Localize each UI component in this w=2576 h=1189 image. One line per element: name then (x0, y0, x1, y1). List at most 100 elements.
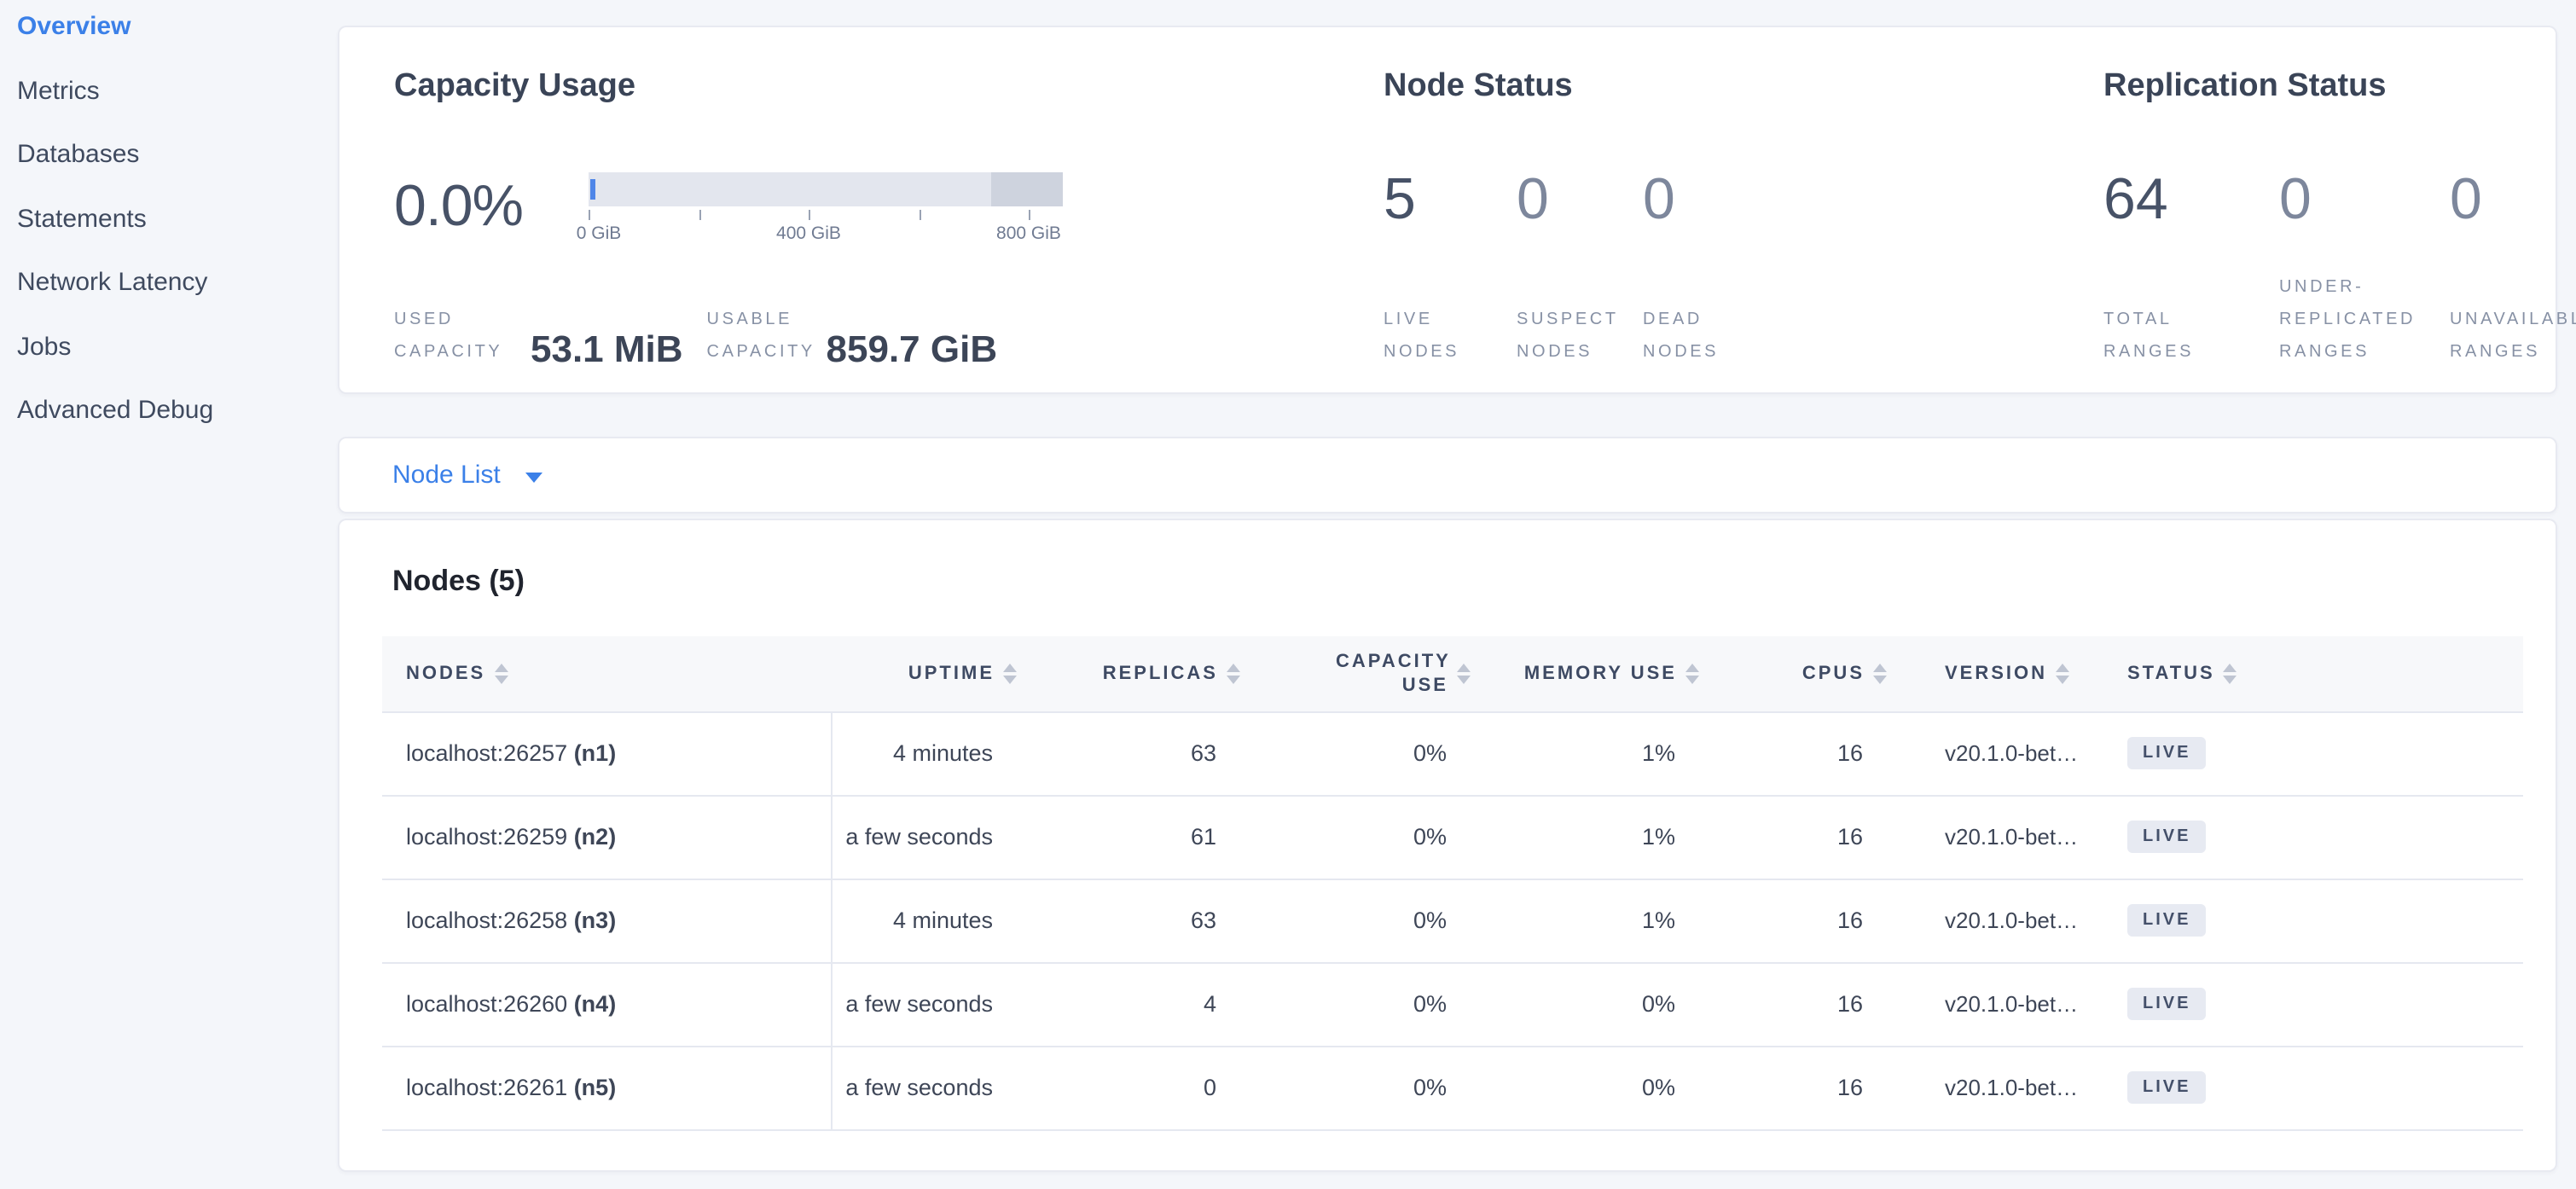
sidebar-item-metrics[interactable]: Metrics (17, 76, 100, 105)
capacity-usage-section: Capacity Usage 0.0% 0 GiB 400 GiB 800 Gi… (394, 27, 1349, 396)
sidebar-item-overview[interactable]: Overview (17, 12, 131, 41)
capacity-use-cell: 0% (1247, 794, 1477, 879)
chevron-down-icon (525, 472, 543, 482)
node-list-dropdown-label: Node List (392, 461, 501, 490)
status-badge: LIVE (2127, 1071, 2207, 1104)
table-row-n1[interactable]: localhost:26257 (n1) 4 minutes 63 0% 1% … (382, 710, 2523, 795)
memory-use-cell: 1% (1477, 794, 1706, 879)
column-header-version[interactable]: VERSION (1894, 636, 2119, 711)
uptime-cell: a few seconds (831, 961, 1024, 1046)
column-label: REPLICAS (1102, 663, 1218, 684)
node-list-dropdown[interactable]: Node List (392, 461, 543, 490)
under-replicated-ranges-stat: 0 UNDER-REPLICATED RANGES (2279, 171, 2450, 368)
used-capacity-value: 53.1 MiB (531, 328, 683, 370)
memory-use-cell: 1% (1477, 878, 1706, 962)
cpus-cell: 16 (1706, 794, 1894, 879)
under-replicated-ranges-label: UNDER-REPLICATED RANGES (2279, 278, 2416, 362)
under-replicated-ranges-value: 0 (2279, 167, 2312, 232)
capacity-use-cell: 0% (1247, 1045, 1477, 1130)
replication-status-title: Replication Status (2103, 68, 2387, 104)
uptime-cell: 4 minutes (831, 878, 1024, 962)
replicas-cell: 0 (1024, 1045, 1247, 1130)
replicas-cell: 61 (1024, 794, 1247, 879)
column-header-capacity-use[interactable]: CAPACITY USE (1247, 636, 1477, 711)
table-row-n3[interactable]: localhost:26258 (n3) 4 minutes 63 0% 1% … (382, 878, 2523, 962)
capacity-usage-title: Capacity Usage (394, 68, 636, 104)
node-address: localhost:26258 (406, 908, 568, 933)
column-header-uptime[interactable]: UPTIME (831, 636, 1024, 711)
version-cell: v20.1.0-bet… (1894, 961, 2119, 1046)
usable-capacity-label: USABLE CAPACITY (706, 310, 815, 362)
cluster-summary-card: Capacity Usage 0.0% 0 GiB 400 GiB 800 Gi… (338, 26, 2576, 396)
status-badge: LIVE (2127, 988, 2207, 1020)
replicas-cell: 63 (1024, 710, 1247, 795)
suspect-nodes-stat: 0 SUSPECT NODES (1517, 171, 1643, 368)
capacity-bar-used-marker (590, 179, 595, 200)
column-label: NODES (406, 663, 486, 684)
axis-label-800gib: 800 GiB (996, 223, 1061, 244)
column-label: MEMORY USE (1523, 663, 1677, 684)
total-ranges-stat: 64 TOTAL RANGES (2103, 171, 2279, 368)
nodes-table: NODES UPTIME REPLICAS CAPACITY USE (382, 636, 2523, 1130)
suspect-nodes-label: SUSPECT NODES (1517, 310, 1619, 362)
node-id: (n4) (573, 991, 617, 1017)
total-ranges-value: 64 (2103, 167, 2168, 232)
table-row-n2[interactable]: localhost:26259 (n2) a few seconds 61 0%… (382, 794, 2523, 879)
uptime-cell: a few seconds (831, 794, 1024, 879)
total-ranges-label: TOTAL RANGES (2103, 310, 2195, 362)
sidebar-item-statements[interactable]: Statements (17, 204, 147, 233)
node-address: localhost:26257 (406, 740, 568, 766)
column-header-memory-use[interactable]: MEMORY USE (1477, 636, 1706, 711)
memory-use-cell: 0% (1477, 961, 1706, 1046)
capacity-bar-chart: 0 GiB 400 GiB 800 GiB (577, 172, 1063, 247)
version-cell: v20.1.0-bet… (1894, 794, 2119, 879)
column-label: CAPACITY USE (1336, 651, 1451, 696)
node-status-stats: 5 LIVE NODES 0 SUSPECT NODES 0 DEAD NODE… (1384, 171, 1752, 368)
version-cell: v20.1.0-bet… (1894, 1045, 2119, 1130)
unavailable-ranges-label: UNAVAILABLE RANGES (2450, 310, 2576, 362)
capacity-use-cell: 0% (1247, 961, 1477, 1046)
sort-icon (2056, 663, 2070, 684)
table-row-n5[interactable]: localhost:26261 (n5) a few seconds 0 0% … (382, 1045, 2523, 1130)
column-header-cpus[interactable]: CPUS (1706, 636, 1894, 711)
sort-icon (1227, 663, 1240, 684)
uptime-cell: 4 minutes (831, 710, 1024, 795)
nodes-table-card: Nodes (5) NODES UPTIME REPLICA (338, 519, 2557, 1172)
live-nodes-stat: 5 LIVE NODES (1384, 171, 1517, 368)
nodes-table-header-row: NODES UPTIME REPLICAS CAPACITY USE (382, 636, 2523, 711)
axis-label-400gib: 400 GiB (776, 223, 841, 244)
sort-icon (1685, 663, 1699, 684)
sort-icon (494, 663, 508, 684)
column-header-replicas[interactable]: REPLICAS (1024, 636, 1247, 711)
axis-label-0gib: 0 GiB (576, 223, 622, 244)
sidebar-item-advanced-debug[interactable]: Advanced Debug (17, 396, 214, 425)
status-badge: LIVE (2127, 821, 2207, 853)
cpus-cell: 16 (1706, 710, 1894, 795)
column-header-status[interactable]: STATUS (2119, 636, 2523, 711)
node-status-title: Node Status (1384, 68, 1573, 104)
table-row-n4[interactable]: localhost:26260 (n4) a few seconds 4 0% … (382, 961, 2523, 1046)
sidebar-item-network-latency[interactable]: Network Latency (17, 268, 208, 297)
node-id: (n1) (573, 740, 617, 766)
unavailable-ranges-stat: 0 UNAVAILABLE RANGES (2450, 171, 2576, 368)
capacity-use-cell: 0% (1247, 878, 1477, 962)
node-status-section: Node Status 5 LIVE NODES 0 SUSPECT NODES… (1384, 27, 2032, 396)
memory-use-cell: 0% (1477, 1045, 1706, 1130)
column-label: CPUS (1801, 663, 1865, 684)
sidebar-item-databases[interactable]: Databases (17, 140, 140, 169)
dead-nodes-value: 0 (1643, 167, 1675, 232)
memory-use-cell: 1% (1477, 710, 1706, 795)
sort-icon (1873, 663, 1887, 684)
sidebar-item-jobs[interactable]: Jobs (17, 332, 72, 361)
sidebar: Overview Metrics Databases Statements Ne… (0, 0, 338, 1189)
live-nodes-label: LIVE NODES (1384, 310, 1460, 362)
capacity-bar-dark-segment (990, 172, 1063, 206)
replicas-cell: 4 (1024, 961, 1247, 1046)
usable-capacity-value: 859.7 GiB (826, 328, 998, 370)
column-label: VERSION (1945, 663, 2048, 684)
sort-icon (2223, 663, 2237, 684)
node-address: localhost:26260 (406, 991, 568, 1017)
column-header-nodes[interactable]: NODES (382, 636, 831, 711)
uptime-cell: a few seconds (831, 1045, 1024, 1130)
